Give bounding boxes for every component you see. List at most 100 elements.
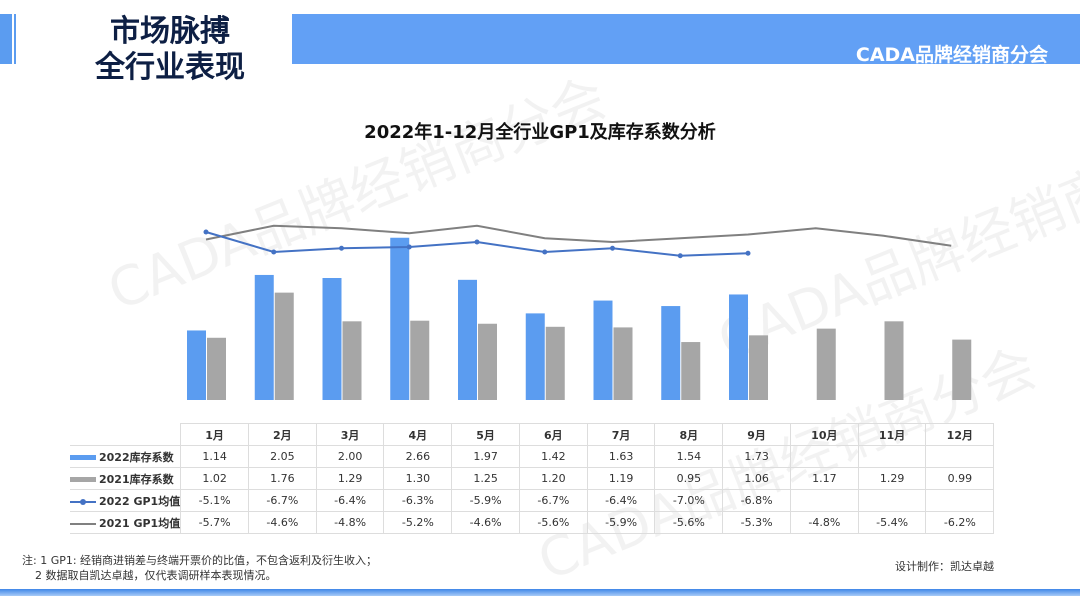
bar-2021-inventory	[749, 335, 768, 400]
data-label: 1.19	[586, 467, 656, 490]
legend-entry: 2022库存系数	[70, 445, 182, 468]
data-label	[925, 445, 995, 468]
point-2022-gp1	[271, 249, 277, 255]
table-row: 2021 GP1均值 -5.7% -4.6% -4.8% -5.2% -4.6% -5.6%…	[70, 511, 995, 534]
data-label: 2.00	[315, 445, 385, 468]
point-2022-gp1	[677, 253, 683, 259]
data-label: 1.76	[247, 467, 317, 490]
data-label: 2.05	[247, 445, 317, 468]
point-2022-gp1	[203, 229, 209, 235]
data-label: 0.95	[654, 467, 724, 490]
month-header: 7月	[586, 423, 656, 446]
data-label: -4.8%	[315, 511, 385, 534]
data-label: 2.66	[383, 445, 453, 468]
title-line-2: 全行业表现	[95, 50, 245, 85]
data-label: 1.25	[451, 467, 520, 490]
data-label: -5.7%	[180, 511, 249, 534]
table-row: 2022库存系数 1.14 2.05 2.00 2.66 1.97 1.42 1.63 1.54…	[70, 445, 995, 468]
data-label: -5.1%	[180, 489, 249, 512]
point-2022-gp1	[745, 250, 751, 256]
bar-2021-inventory	[545, 326, 565, 400]
data-label	[925, 489, 995, 512]
bar-2022-inventory	[187, 330, 206, 400]
data-label: -4.6%	[451, 511, 520, 534]
month-header: 2月	[247, 423, 317, 446]
bar-2022-inventory	[390, 237, 410, 400]
bar-2022-inventory	[661, 306, 681, 400]
data-label: 1.73	[722, 445, 791, 468]
footnote-line-2: 2 数据取自凯达卓越，仅代表调研样本表现情况。	[35, 569, 277, 582]
data-label	[857, 445, 927, 468]
chart-plot	[187, 224, 972, 400]
title-line-1: 市场脉搏	[110, 14, 230, 49]
data-label: -6.7%	[247, 489, 317, 512]
data-label: 0.99	[925, 467, 995, 490]
legend-label: 2022库存系数	[99, 450, 174, 464]
bar-2021-inventory	[478, 323, 497, 400]
bar-2022-inventory	[254, 274, 274, 400]
bar-2021-inventory	[816, 328, 836, 400]
month-header: 6月	[518, 423, 588, 446]
bar-2022-inventory	[729, 294, 748, 400]
data-label: -5.3%	[722, 511, 791, 534]
data-label: -6.4%	[315, 489, 385, 512]
point-2022-gp1	[406, 244, 412, 250]
data-label	[857, 489, 927, 512]
data-label: -6.7%	[518, 489, 588, 512]
bar-2021-inventory	[681, 342, 701, 400]
bar-2021-inventory	[274, 292, 294, 400]
data-label: -6.8%	[722, 489, 791, 512]
data-label: -6.4%	[586, 489, 656, 512]
data-label: -5.4%	[857, 511, 927, 534]
legend-label: 2022 GP1均值	[99, 494, 181, 508]
line-2021-gp1	[205, 224, 952, 247]
point-2022-gp1	[542, 249, 548, 255]
data-label: 1.29	[315, 467, 385, 490]
org-name: CADA品牌经销商分会	[855, 44, 1048, 66]
data-label: -6.2%	[925, 511, 995, 534]
point-2022-gp1	[474, 239, 480, 245]
legend-label: 2021 GP1均值	[99, 516, 181, 530]
bar-2021-inventory	[613, 327, 633, 400]
header-banner: CADA品牌经销商分会	[292, 14, 1080, 66]
data-label: 1.97	[451, 445, 520, 468]
legend-label: 2021库存系数	[99, 472, 174, 486]
legend-entry: 2021 GP1均值	[70, 511, 182, 534]
data-label	[789, 445, 859, 468]
page-title: 市场脉搏 全行业表现	[60, 14, 280, 86]
data-label: 1.14	[180, 445, 249, 468]
month-header: 5月	[451, 423, 520, 446]
header-accent-bar	[0, 14, 12, 64]
data-label: 1.63	[586, 445, 656, 468]
data-label	[789, 489, 859, 512]
data-label: -5.2%	[383, 511, 453, 534]
month-header: 11月	[857, 423, 927, 446]
data-label: -5.6%	[518, 511, 588, 534]
bar-2021-inventory	[410, 320, 430, 400]
data-table: 1月 2月 3月 4月 5月 6月 7月 8月 9月 10月 11月 12月 2022库存系数 1.14 2…	[70, 423, 995, 534]
bar-2021-inventory	[207, 337, 226, 400]
table-row: 2022 GP1均值 -5.1% -6.7% -6.4% -6.3% -5.9% -6.7%…	[70, 489, 995, 512]
month-header: 4月	[383, 423, 453, 446]
month-header: 9月	[722, 423, 791, 446]
month-header: 10月	[789, 423, 859, 446]
month-header: 12月	[925, 423, 995, 446]
data-label: 1.06	[722, 467, 791, 490]
month-header: 8月	[654, 423, 724, 446]
month-header: 3月	[315, 423, 385, 446]
data-label: -4.6%	[247, 511, 317, 534]
month-header: 1月	[180, 423, 249, 446]
data-label: -5.6%	[654, 511, 724, 534]
data-label: -7.0%	[654, 489, 724, 512]
data-label: 1.02	[180, 467, 249, 490]
data-label: 1.20	[518, 467, 588, 490]
legend-entry: 2021库存系数	[70, 467, 182, 490]
legend-entry: 2022 GP1均值	[70, 489, 182, 512]
credit: 设计制作：凯达卓越	[895, 560, 994, 573]
data-label: 1.30	[383, 467, 453, 490]
point-2022-gp1	[339, 245, 344, 251]
data-label: -5.9%	[451, 489, 520, 512]
data-label: -5.9%	[586, 511, 656, 534]
bar-2021-inventory	[342, 321, 362, 400]
bar-2021-inventory	[884, 321, 904, 400]
